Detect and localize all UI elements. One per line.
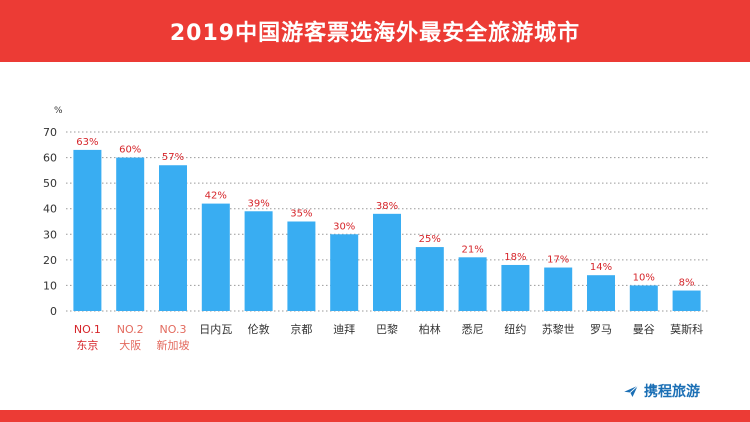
bar <box>244 211 273 311</box>
bar <box>629 285 658 311</box>
x-tick-label: 巴黎 <box>376 322 398 336</box>
bar <box>587 275 615 311</box>
x-tick-label: 曼谷 <box>633 323 655 336</box>
bar <box>159 165 187 311</box>
bar-value-label: 18% <box>504 252 526 263</box>
bar-value-label: 10% <box>633 272 655 283</box>
x-rank-label: NO.1 <box>74 323 101 336</box>
x-tick-label: 伦敦 <box>248 322 270 336</box>
bar-value-label: 63% <box>76 137 98 148</box>
title-banner: 2019中国游客票选海外最安全旅游城市 <box>0 0 750 62</box>
bar <box>544 267 573 311</box>
bar <box>201 203 230 311</box>
bar-value-label: 60% <box>119 145 141 156</box>
bar-value-label: 14% <box>590 262 612 273</box>
bar-value-label: 57% <box>162 152 184 163</box>
bar-value-label: 8% <box>679 278 695 289</box>
x-tick-label: 悉尼 <box>462 323 484 336</box>
y-tick-label: 0 <box>50 305 57 318</box>
y-tick-label: 10 <box>43 279 57 292</box>
x-tick-label: 东京 <box>76 338 98 352</box>
x-tick-label: 纽约 <box>504 322 526 336</box>
x-tick-label: 京都 <box>290 322 312 336</box>
y-tick-label: 50 <box>43 177 57 190</box>
bar <box>672 290 701 311</box>
x-tick-label: 罗马 <box>590 323 612 336</box>
x-tick-label: 迪拜 <box>333 323 355 336</box>
bar <box>415 247 444 311</box>
bar <box>501 264 530 311</box>
x-tick-label: 莫斯科 <box>670 322 703 336</box>
y-tick-label: 30 <box>43 228 57 241</box>
bar <box>373 213 401 311</box>
airplane-icon <box>624 385 639 397</box>
bar-value-label: 17% <box>547 255 569 266</box>
bar <box>458 257 487 311</box>
y-tick-label: 40 <box>43 203 57 216</box>
y-axis-unit-label: % <box>54 106 63 116</box>
bottom-bar <box>0 410 750 422</box>
page-title: 2019中国游客票选海外最安全旅游城市 <box>169 21 581 46</box>
x-rank-label: NO.2 <box>117 323 144 336</box>
bar-value-label: 25% <box>419 234 441 245</box>
bar <box>73 149 102 311</box>
bar-value-label: 21% <box>461 244 483 255</box>
y-tick-label: 20 <box>43 254 57 267</box>
x-tick-label: 苏黎世 <box>542 322 575 336</box>
bar <box>330 234 359 311</box>
x-rank-label: NO.3 <box>160 323 187 336</box>
bar-value-label: 38% <box>376 201 398 212</box>
x-tick-label: 新加坡 <box>157 338 190 352</box>
x-tick-label: 柏林 <box>419 322 441 336</box>
bar-value-label: 35% <box>290 209 312 220</box>
y-tick-label: 60 <box>43 152 57 165</box>
x-tick-label: 日内瓦 <box>199 322 232 336</box>
x-tick-label: 大阪 <box>119 338 141 352</box>
bar-value-label: 42% <box>205 191 227 202</box>
bar <box>116 157 145 311</box>
bar-value-label: 30% <box>333 221 355 232</box>
brand-logo: 携程旅游 <box>622 381 700 401</box>
bar-value-label: 39% <box>247 198 269 209</box>
brand-logo-text: 携程旅游 <box>644 384 700 400</box>
bar <box>287 221 316 311</box>
y-tick-label: 70 <box>43 126 57 139</box>
